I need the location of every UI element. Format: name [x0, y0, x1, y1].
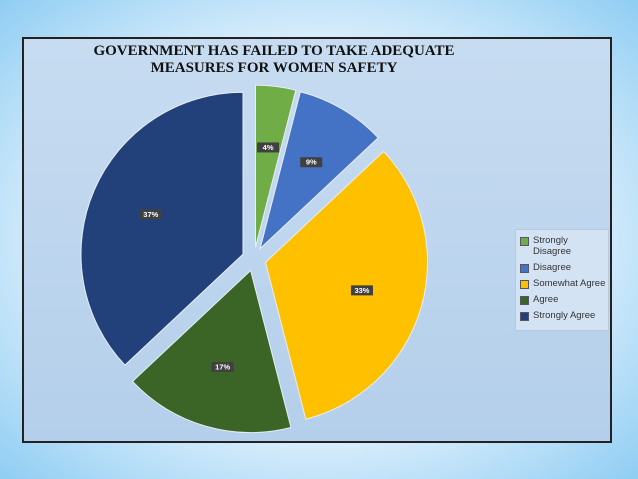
- data-label: 4%: [263, 143, 274, 152]
- legend-swatch: [520, 280, 529, 289]
- data-label-box: [211, 361, 234, 372]
- pie-slice: [255, 84, 297, 248]
- data-label: 9%: [306, 158, 317, 167]
- pie-slice: [259, 91, 379, 251]
- pie-slice: [80, 91, 244, 366]
- legend-item: Disagree: [520, 262, 608, 273]
- slide: GOVERNMENT HAS FAILED TO TAKE ADEQUATE M…: [22, 37, 612, 443]
- legend-item: Agree: [520, 294, 608, 305]
- pie-slice: [264, 150, 428, 420]
- legend-label: Strongly Disagree: [533, 235, 572, 257]
- data-label: 17%: [215, 362, 230, 371]
- legend-swatch: [520, 237, 529, 246]
- legend: Strongly Disagree Disagree Somewhat Agree A…: [515, 229, 609, 331]
- legend-label: Strongly Agree: [533, 310, 596, 321]
- legend-label: Agree: [533, 294, 559, 305]
- legend-item: Strongly Agree: [520, 310, 608, 321]
- legend-swatch: [520, 296, 529, 305]
- legend-label: Somewhat Agree: [533, 278, 606, 289]
- legend-swatch: [520, 264, 529, 273]
- pie-chart: 4% 9% 33% 17% 37%: [80, 84, 428, 434]
- data-label-box: [300, 157, 323, 168]
- pie-slice: [131, 269, 292, 434]
- legend-swatch: [520, 312, 529, 321]
- legend-item: Strongly Disagree: [520, 235, 608, 257]
- data-label: 37%: [143, 210, 158, 219]
- data-label-box: [257, 142, 280, 153]
- data-label: 33%: [354, 286, 369, 295]
- legend-label: Disagree: [533, 262, 572, 273]
- data-label-box: [350, 285, 373, 296]
- legend-item: Somewhat Agree: [520, 278, 608, 289]
- chart-title: GOVERNMENT HAS FAILED TO TAKE ADEQUATE M…: [93, 43, 455, 76]
- data-label-box: [139, 209, 162, 220]
